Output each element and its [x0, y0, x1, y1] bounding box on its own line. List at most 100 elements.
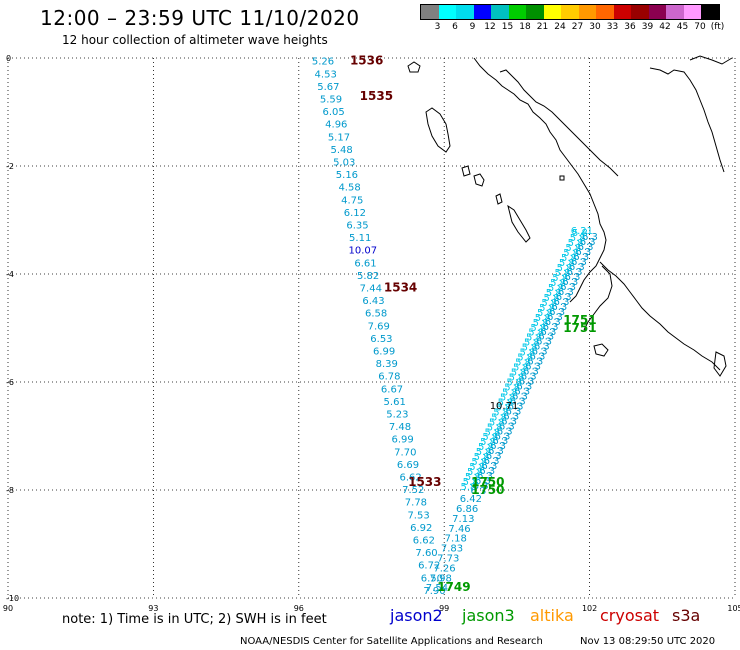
legend-swatch	[578, 5, 596, 19]
dense-track-mark: 6.3	[529, 352, 545, 363]
legend-swatch	[596, 5, 614, 19]
legend-label: 18	[519, 22, 531, 32]
dense-track-mark: 6.3	[549, 307, 565, 318]
dense-track-mark: 6.3	[499, 421, 515, 432]
legend-cryosat: cryosat	[600, 606, 660, 625]
dense-track-mark: 6.3	[538, 332, 554, 343]
legend-swatch	[701, 5, 719, 19]
dense-track-mark: 6.3	[492, 436, 508, 447]
dense-track-mark: 6.3	[514, 386, 530, 397]
pass-time-label: 1750	[471, 483, 504, 497]
jason3-wave-height: 7.18	[445, 534, 467, 545]
jason3-wave-height: 6.86	[456, 504, 478, 515]
dense-track-mark: 5.8	[537, 308, 553, 319]
dense-track-mark: 6.3	[560, 282, 576, 293]
s3a-wave-height: 5.61	[384, 397, 406, 408]
dense-track-mark: 6.3	[569, 262, 585, 273]
dense-track-mark: 5.8	[565, 243, 581, 254]
dense-track-mark: 5.8	[502, 387, 518, 398]
dense-track-mark: 6.3	[488, 446, 504, 457]
dense-track-mark: 6.3	[470, 486, 486, 497]
s3a-wave-height: 7.44	[360, 284, 382, 295]
s3a-wave-height: 4.58	[338, 183, 360, 194]
pass-time-label: 1749	[437, 580, 470, 594]
axis-ticks: 90 93 96 99 102 105 0 -2 -4 -6 -8 -10	[3, 54, 740, 613]
dense-track-mark: 5.8	[469, 462, 485, 473]
legend-label: 36	[624, 22, 636, 32]
s3a-wave-height: 5.03	[333, 158, 355, 169]
dense-track-mark: 5.8	[550, 278, 566, 289]
x-tick-label: 90	[3, 604, 13, 613]
jason3-wave-height: 7.13	[452, 514, 474, 525]
dense-track-mark: 5.8	[548, 283, 564, 294]
s3a-wave-height: 7.70	[394, 447, 416, 458]
dense-track-mark: 6.3	[477, 471, 493, 482]
dense-track-max-value: 10.71	[490, 401, 519, 412]
dense-track-mark: 6.3	[490, 441, 506, 452]
wave-height-legend: 3 6 9 12 15 18 21 24 27 30 33 36 39 42 45 70 (ft)	[420, 4, 724, 32]
x-tick-label: 105	[727, 604, 740, 613]
s3a-wave-height: 5.59	[320, 95, 342, 106]
dense-track-mark: 6.3	[551, 302, 567, 313]
legend-swatch	[613, 5, 631, 19]
dense-track-mark: 5.8	[519, 348, 535, 359]
s3a-wave-height: 6.12	[344, 208, 366, 219]
dense-track-mark: 5.8	[485, 427, 501, 438]
dense-track-mark: 5.8	[517, 353, 533, 364]
dense-track-mark: 5.8	[489, 417, 505, 428]
dense-track-mark: 5.8	[546, 288, 562, 299]
dense-track-mark: 5.8	[482, 432, 498, 443]
sumatra-east-coast	[499, 69, 619, 177]
pass-time-label: 1751	[563, 321, 596, 335]
s3a-wave-height: 6.72	[418, 561, 440, 572]
pass-time-label: 1750	[471, 475, 504, 489]
s3a-wave-height: 6.53	[370, 334, 392, 345]
small-island-2	[713, 351, 727, 377]
dense-track-mark: 6.3	[475, 476, 491, 487]
legend-jason3: jason3	[462, 606, 515, 625]
legend-swatch	[561, 5, 579, 19]
dense-track-mark: 5.8	[480, 437, 496, 448]
header-subtitle: 12 hour collection of altimeter wave hei…	[62, 33, 328, 47]
legend-label: 15	[501, 22, 514, 32]
jason3-wave-height: 7.46	[448, 524, 470, 535]
wave-height-tracks: 5.264.53 5.67 5.596.05 4.965.17 5.48 5.035.16…	[312, 57, 598, 597]
legend-label: 21	[536, 22, 549, 32]
legend-jason2: jason2	[390, 606, 443, 625]
dense-track-mark: 5.8	[559, 258, 575, 269]
siberut-island	[473, 173, 485, 187]
dense-track-top-value: 6.21	[571, 226, 593, 237]
legend-swatch	[666, 5, 684, 19]
legend-label: 6	[452, 22, 458, 32]
dense-track-mark: 6.3	[532, 347, 548, 358]
dense-track-mark: 6.3	[575, 247, 591, 258]
dense-track-mark: 6.3	[521, 372, 537, 383]
dense-track-mark: 5.8	[544, 293, 560, 304]
small-island-1	[559, 175, 565, 181]
dense-track-mark: 5.8	[570, 233, 586, 244]
legend-label: 45	[676, 22, 689, 32]
x-tick-label: 99	[439, 604, 449, 613]
dense-track-mark: 5.8	[500, 392, 516, 403]
sumatra-south-coast	[583, 265, 613, 331]
dense-track-mark: 5.8	[568, 238, 584, 249]
dense-track-mark: 5.8	[474, 452, 490, 463]
dense-track-mark: 6.3	[486, 451, 502, 462]
legend-swatch	[683, 5, 701, 19]
dense-track-mark: 6.3	[473, 481, 489, 492]
dense-track-mark: 6.3	[582, 232, 598, 243]
legend-swatch	[543, 5, 561, 19]
dense-track-mark: 6.3	[547, 312, 563, 323]
dense-track-mark: 6.3	[543, 322, 559, 333]
dense-track-mark: 5.8	[554, 268, 570, 279]
jason3-wave-height: 7.54	[426, 583, 448, 594]
s3a-wave-height: 6.50	[421, 573, 443, 584]
legend-swatch	[648, 5, 666, 19]
dense-track-mark: 6.3	[523, 367, 539, 378]
dense-track-mark: 6.3	[534, 342, 550, 353]
nias-island	[425, 107, 451, 153]
y-tick-label: 0	[6, 54, 11, 63]
dense-track-mark: 6.3	[505, 406, 521, 417]
pagai-islands	[507, 204, 531, 243]
